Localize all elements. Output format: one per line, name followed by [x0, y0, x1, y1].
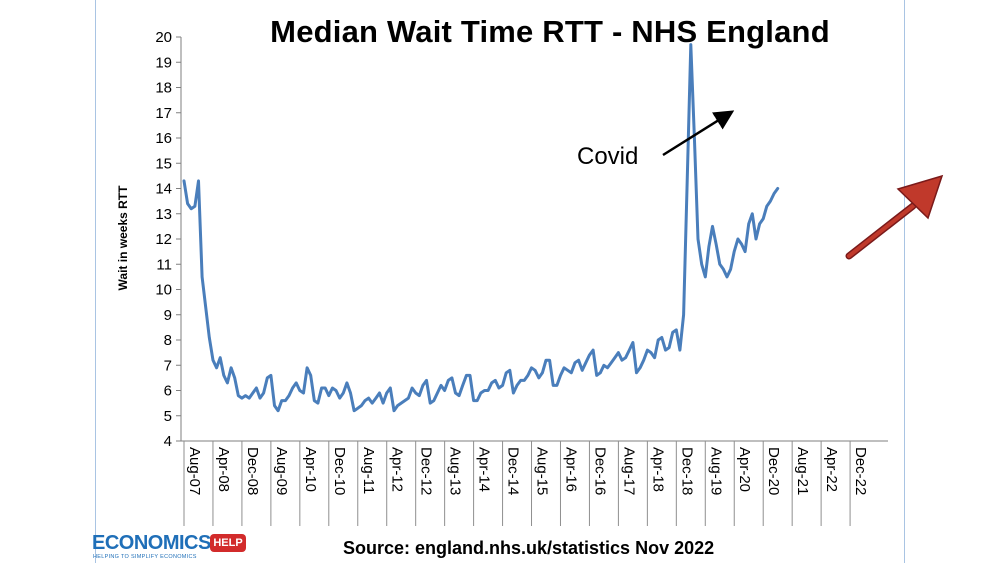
x-tick-label: Apr-12 — [389, 447, 406, 492]
covid-annotation-arrow — [662, 110, 735, 157]
x-tick-label: Apr-22 — [823, 447, 840, 492]
x-tick-label: Apr-14 — [476, 447, 493, 492]
y-tick-label: 4 — [164, 433, 172, 450]
x-tick-label: Dec-08 — [244, 447, 261, 495]
x-tick-label: Dec-14 — [505, 447, 522, 495]
x-tick-label: Aug-15 — [534, 447, 551, 495]
y-tick-label: 14 — [155, 181, 172, 198]
x-ticks: Aug-07 Apr-08 Dec-08 Aug-09 Apr-10 Dec-10 Aug-… — [183, 441, 869, 526]
x-tick-label: Apr-16 — [562, 447, 579, 492]
y-tick-label: 17 — [155, 105, 172, 122]
y-tick-label: 13 — [155, 206, 172, 223]
x-tick-label: Apr-10 — [302, 447, 319, 492]
series-line — [182, 43, 780, 413]
x-tick-label: Aug-21 — [794, 447, 811, 495]
x-tick-label: Apr-08 — [215, 447, 232, 492]
chart-title: Median Wait Time RTT - NHS England — [270, 14, 830, 49]
y-tick-label: 9 — [164, 307, 172, 324]
covid-annotation: Covid — [577, 143, 639, 170]
trend-arrow — [845, 174, 944, 260]
x-tick-label: Apr-20 — [736, 447, 753, 492]
y-tick-label: 16 — [155, 130, 172, 147]
source-note: Source: england.nhs.uk/statistics Nov 20… — [343, 538, 715, 558]
y-ticks: 4 5 6 7 8 9 10 11 12 13 14 15 16 17 18 19 20 — [155, 29, 181, 450]
x-tick-label: Dec-16 — [591, 447, 608, 495]
x-tick-label: Dec-12 — [418, 447, 435, 495]
y-tick-label: 5 — [164, 408, 172, 425]
x-tick-label: Apr-18 — [649, 447, 666, 492]
slide-frame — [95, 0, 905, 563]
x-tick-label: Aug-07 — [186, 447, 203, 495]
x-tick-label: Aug-19 — [707, 447, 724, 495]
x-tick-label: Dec-18 — [678, 447, 695, 495]
x-tick-label: Aug-13 — [447, 447, 464, 495]
y-tick-label: 12 — [155, 231, 172, 248]
y-tick-label: 8 — [164, 332, 172, 349]
x-tick-label: Dec-10 — [331, 447, 348, 495]
x-tick-label: Aug-11 — [360, 447, 377, 494]
logo-badge: HELP — [210, 534, 246, 552]
logo-wordmark: ECONOMICS — [92, 532, 211, 554]
y-tick-label: 10 — [155, 282, 172, 299]
x-tick-label: Aug-17 — [620, 447, 637, 495]
y-tick-label: 20 — [155, 29, 172, 46]
y-tick-label: 18 — [155, 80, 172, 97]
y-tick-label: 19 — [155, 54, 172, 71]
x-tick-label: Aug-09 — [273, 447, 290, 495]
y-tick-label: 6 — [164, 383, 172, 400]
y-tick-label: 7 — [164, 357, 172, 374]
axes — [180, 37, 888, 442]
logo-tagline: HELPING TO SIMPLIFY ECONOMICS — [93, 554, 197, 560]
y-tick-label: 15 — [155, 155, 172, 172]
x-tick-label: Dec-20 — [765, 447, 782, 495]
x-tick-label: Dec-22 — [852, 447, 869, 495]
economics-help-logo[interactable]: ECONOMICS HELP HELPING TO SIMPLIFY ECONO… — [92, 532, 250, 563]
y-tick-label: 11 — [156, 256, 172, 273]
